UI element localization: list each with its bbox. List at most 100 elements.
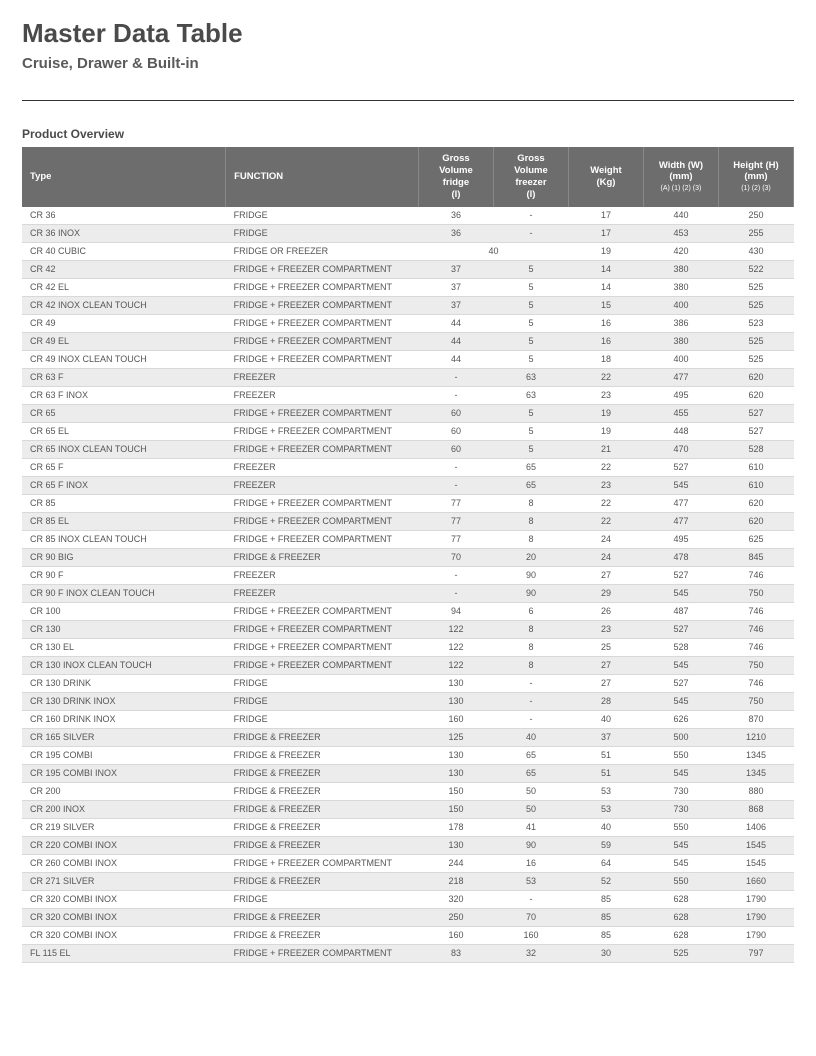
cell-height: 523 <box>718 314 793 332</box>
cell-type: CR 130 INOX CLEAN TOUCH <box>22 656 226 674</box>
cell-weight: 21 <box>568 440 643 458</box>
cell-freezer-vol: 70 <box>493 908 568 926</box>
cell-width: 527 <box>643 566 718 584</box>
cell-function: FRIDGE <box>226 692 419 710</box>
cell-function: FRIDGE <box>226 710 419 728</box>
cell-function: FRIDGE & FREEZER <box>226 782 419 800</box>
cell-freezer-vol: 8 <box>493 494 568 512</box>
cell-height: 1345 <box>718 764 793 782</box>
cell-freezer-vol: 5 <box>493 404 568 422</box>
cell-weight: 40 <box>568 818 643 836</box>
cell-fridge-vol: 244 <box>418 854 493 872</box>
cell-width: 628 <box>643 890 718 908</box>
cell-fridge-vol: - <box>418 368 493 386</box>
cell-fridge-vol: 44 <box>418 350 493 368</box>
cell-weight: 85 <box>568 926 643 944</box>
cell-fridge-vol: 37 <box>418 296 493 314</box>
cell-width: 440 <box>643 207 718 225</box>
cell-function: FRIDGE & FREEZER <box>226 908 419 926</box>
cell-weight: 53 <box>568 782 643 800</box>
cell-function: FRIDGE & FREEZER <box>226 800 419 818</box>
cell-weight: 51 <box>568 746 643 764</box>
cell-type: CR 165 SILVER <box>22 728 226 746</box>
cell-width: 470 <box>643 440 718 458</box>
cell-type: CR 320 COMBI INOX <box>22 908 226 926</box>
cell-freezer-vol: 5 <box>493 278 568 296</box>
cell-weight: 59 <box>568 836 643 854</box>
column-header: FUNCTION <box>226 147 419 207</box>
cell-weight: 17 <box>568 224 643 242</box>
cell-type: FL 115 EL <box>22 944 226 962</box>
cell-freezer-vol: 32 <box>493 944 568 962</box>
cell-width: 527 <box>643 674 718 692</box>
table-row: CR 85 ELFRIDGE + FREEZER COMPARTMENT7782… <box>22 512 794 530</box>
cell-width: 545 <box>643 584 718 602</box>
table-row: CR 63 FFREEZER-6322477620 <box>22 368 794 386</box>
cell-width: 477 <box>643 512 718 530</box>
cell-width: 545 <box>643 476 718 494</box>
cell-type: CR 130 <box>22 620 226 638</box>
cell-freezer-vol: 65 <box>493 458 568 476</box>
cell-function: FREEZER <box>226 476 419 494</box>
cell-freezer-vol: 50 <box>493 782 568 800</box>
cell-weight: 22 <box>568 512 643 530</box>
cell-weight: 27 <box>568 656 643 674</box>
cell-width: 380 <box>643 332 718 350</box>
cell-weight: 27 <box>568 566 643 584</box>
cell-fridge-vol: 150 <box>418 782 493 800</box>
cell-width: 380 <box>643 278 718 296</box>
cell-fridge-vol: 122 <box>418 656 493 674</box>
cell-height: 620 <box>718 512 793 530</box>
table-row: CR 42 ELFRIDGE + FREEZER COMPARTMENT3751… <box>22 278 794 296</box>
cell-fridge-vol: 94 <box>418 602 493 620</box>
cell-freezer-vol: 8 <box>493 530 568 548</box>
table-row: CR 130 INOX CLEAN TOUCHFRIDGE + FREEZER … <box>22 656 794 674</box>
page-title: Master Data Table <box>22 18 794 49</box>
cell-width: 478 <box>643 548 718 566</box>
column-header: Height (H)(mm)(1) (2) (3) <box>718 147 793 207</box>
column-header: GrossVolumefreezer(l) <box>493 147 568 207</box>
cell-function: FRIDGE + FREEZER COMPARTMENT <box>226 440 419 458</box>
cell-height: 1210 <box>718 728 793 746</box>
cell-weight: 51 <box>568 764 643 782</box>
cell-height: 1545 <box>718 836 793 854</box>
column-header: Width (W)(mm)(A) (1) (2) (3) <box>643 147 718 207</box>
cell-height: 1545 <box>718 854 793 872</box>
cell-freezer-vol: - <box>493 710 568 728</box>
cell-type: CR 100 <box>22 602 226 620</box>
table-row: CR 320 COMBI INOXFRIDGE & FREEZER2507085… <box>22 908 794 926</box>
cell-weight: 18 <box>568 350 643 368</box>
table-row: CR 220 COMBI INOXFRIDGE & FREEZER1309059… <box>22 836 794 854</box>
cell-freezer-vol: 5 <box>493 350 568 368</box>
table-row: CR 65FRIDGE + FREEZER COMPARTMENT6051945… <box>22 404 794 422</box>
cell-width: 448 <box>643 422 718 440</box>
cell-freezer-vol: 90 <box>493 566 568 584</box>
cell-type: CR 65 INOX CLEAN TOUCH <box>22 440 226 458</box>
cell-freezer-vol: 6 <box>493 602 568 620</box>
cell-width: 487 <box>643 602 718 620</box>
cell-height: 255 <box>718 224 793 242</box>
cell-weight: 19 <box>568 404 643 422</box>
cell-type: CR 260 COMBI INOX <box>22 854 226 872</box>
cell-type: CR 36 <box>22 207 226 225</box>
cell-fridge-vol: 37 <box>418 260 493 278</box>
cell-type: CR 219 SILVER <box>22 818 226 836</box>
data-table: TypeFUNCTIONGrossVolumefridge(l)GrossVol… <box>22 147 794 963</box>
cell-fridge-vol: 218 <box>418 872 493 890</box>
table-row: CR 130 ELFRIDGE + FREEZER COMPARTMENT122… <box>22 638 794 656</box>
table-row: CR 36 INOXFRIDGE36-17453255 <box>22 224 794 242</box>
cell-width: 500 <box>643 728 718 746</box>
cell-freezer-vol: 160 <box>493 926 568 944</box>
cell-height: 525 <box>718 332 793 350</box>
cell-freezer-vol: 8 <box>493 656 568 674</box>
table-row: CR 49 INOX CLEAN TOUCHFRIDGE + FREEZER C… <box>22 350 794 368</box>
table-row: CR 49 ELFRIDGE + FREEZER COMPARTMENT4451… <box>22 332 794 350</box>
cell-type: CR 49 EL <box>22 332 226 350</box>
cell-fridge-vol: 130 <box>418 836 493 854</box>
cell-weight: 22 <box>568 458 643 476</box>
cell-type: CR 130 EL <box>22 638 226 656</box>
cell-freezer-vol: 5 <box>493 296 568 314</box>
cell-height: 1406 <box>718 818 793 836</box>
cell-type: CR 160 DRINK INOX <box>22 710 226 728</box>
cell-fridge-vol: 36 <box>418 207 493 225</box>
